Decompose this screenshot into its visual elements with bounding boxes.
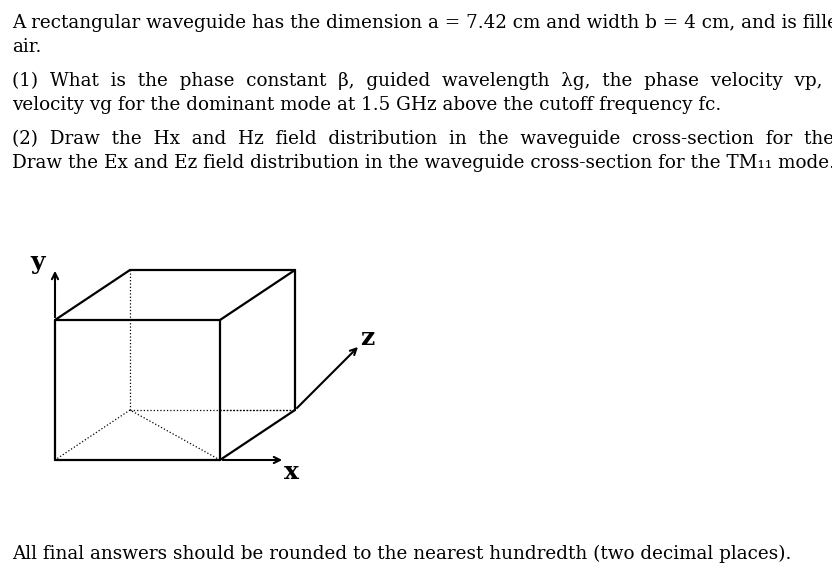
Text: velocity vg for the dominant mode at 1.5 GHz above the cutoff frequency fc.: velocity vg for the dominant mode at 1.5… [12, 96, 721, 114]
Text: x: x [285, 460, 300, 484]
Text: air.: air. [12, 38, 42, 56]
Text: All final answers should be rounded to the nearest hundredth (two decimal places: All final answers should be rounded to t… [12, 545, 791, 563]
Text: (1)  What  is  the  phase  constant  β,  guided  wavelength  λg,  the  phase  ve: (1) What is the phase constant β, guided… [12, 72, 832, 90]
Text: A rectangular waveguide has the dimension a = 7.42 cm and width b = 4 cm, and is: A rectangular waveguide has the dimensio… [12, 14, 832, 32]
Text: y: y [31, 250, 45, 274]
Text: (2)  Draw  the  Hx  and  Hz  field  distribution  in  the  waveguide  cross-sect: (2) Draw the Hx and Hz field distributio… [12, 130, 832, 148]
Text: Draw the Ex and Ez field distribution in the waveguide cross-section for the TM₁: Draw the Ex and Ez field distribution in… [12, 154, 832, 172]
Text: z: z [360, 326, 374, 350]
